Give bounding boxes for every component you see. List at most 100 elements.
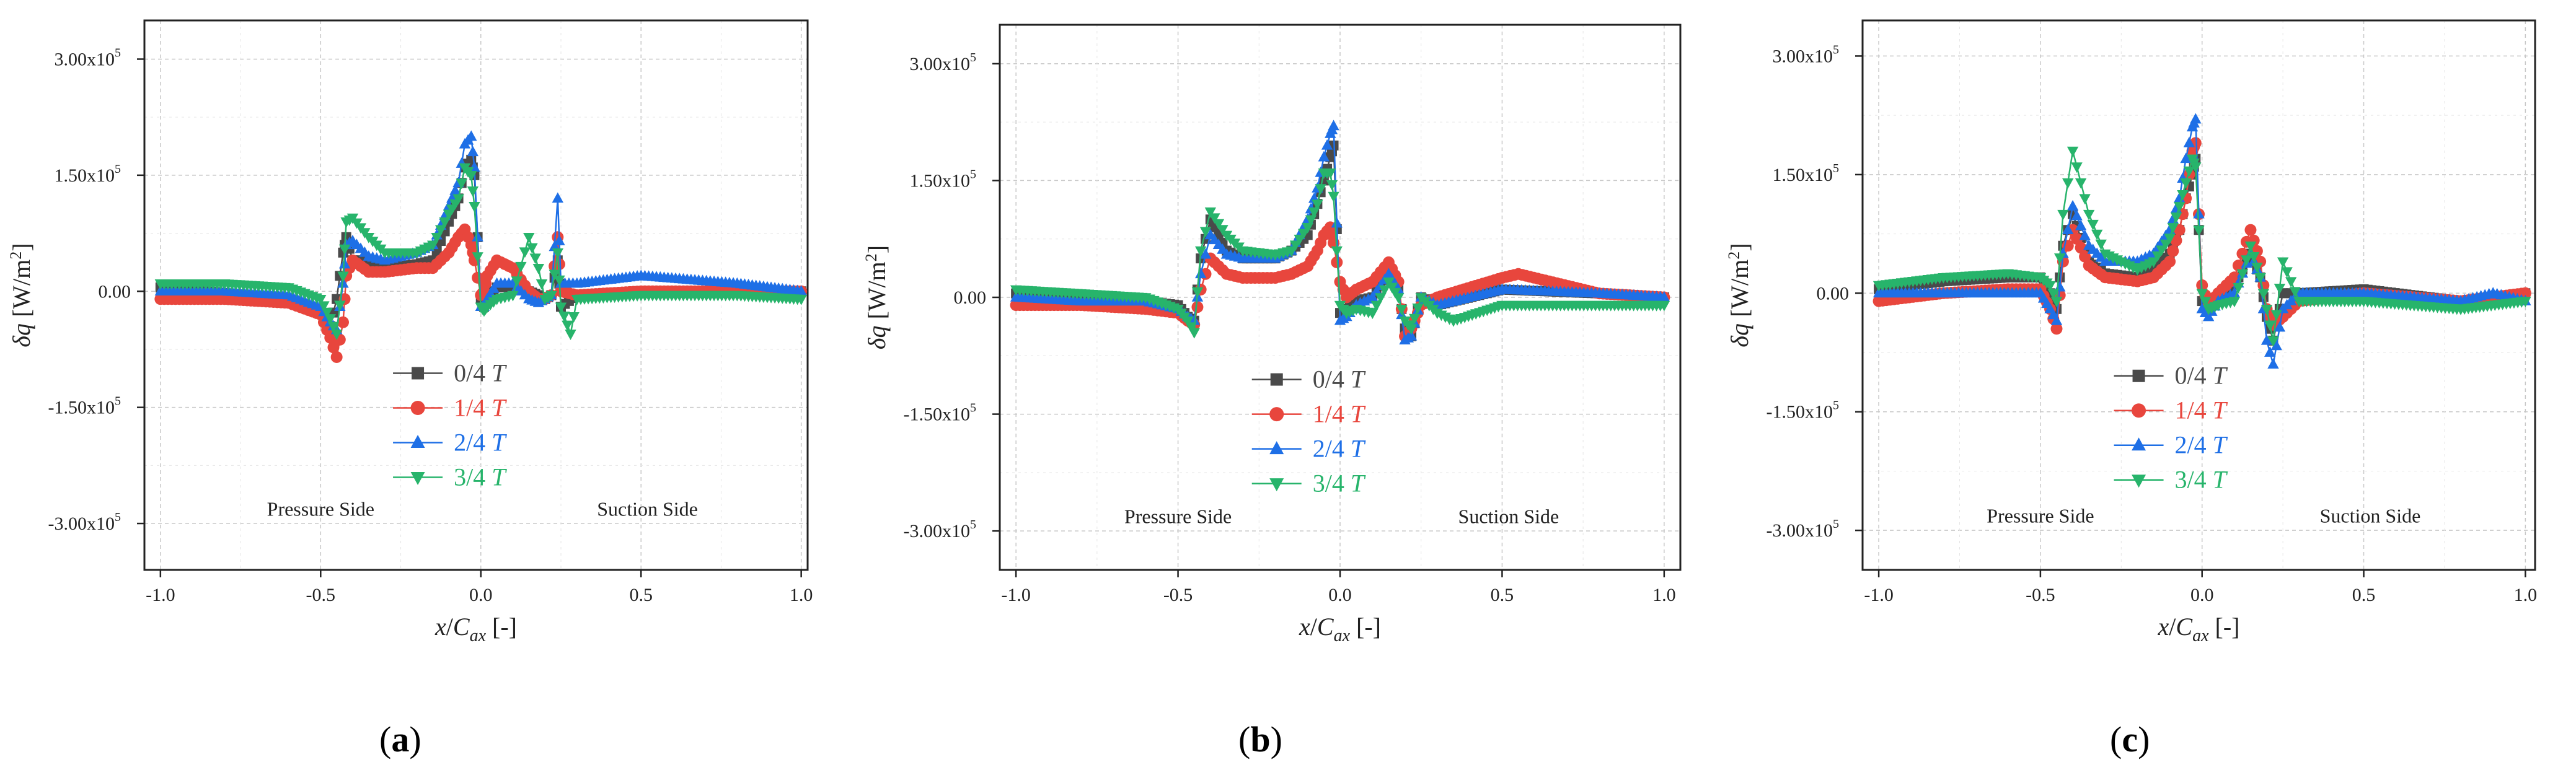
legend-marker [2132, 403, 2146, 418]
x-tick-label: 1.0 [790, 585, 813, 605]
legend-label: 2/4 T [1313, 435, 1366, 463]
data-point [1191, 301, 1204, 313]
data-point [1375, 293, 1387, 304]
plot-frame [1861, 19, 2536, 571]
data-point [330, 330, 343, 340]
data-point [2050, 323, 2063, 335]
data-point [2202, 310, 2215, 322]
data-point [337, 271, 349, 282]
data-point [2083, 209, 2095, 221]
data-point [2267, 358, 2279, 369]
data-point [2199, 297, 2212, 308]
x-axis-label: x/Cax [-] [2158, 613, 2240, 645]
data-point [2244, 241, 2257, 252]
data-point [449, 184, 461, 195]
data-point [2228, 297, 2241, 308]
data-point [1302, 223, 1313, 234]
data-point [1331, 246, 1343, 257]
data-point [330, 351, 343, 363]
data-point [327, 322, 340, 333]
data-point [1367, 291, 1378, 302]
legend-label: 1/4 T [454, 393, 507, 421]
data-point [523, 233, 535, 243]
data-point [2075, 178, 2087, 189]
data-point [1378, 285, 1391, 296]
legend-label: 0/4 T [1313, 365, 1366, 393]
data-point [1297, 229, 1310, 240]
y-tick-label: 3.00x105 [1773, 43, 1840, 66]
data-point [469, 202, 480, 212]
data-point [1191, 287, 1204, 298]
y-tick-label: 0.00 [954, 287, 987, 308]
legend-label: 2/4 T [454, 428, 507, 456]
data-point [2087, 219, 2099, 230]
data-point [2254, 273, 2266, 284]
y-tick-label: 3.00x105 [55, 46, 121, 69]
y-tick-label: -1.50x105 [1767, 399, 1840, 422]
y-tick-label: 1.50x105 [910, 167, 977, 191]
legend-marker [410, 434, 425, 448]
axis-ticks: -1.0 -0.5 0.0 0.5 1.0 3.00x105 1.50x105 0.00 -1.… [904, 51, 1676, 605]
data-point [1312, 199, 1323, 211]
data-point [315, 294, 327, 305]
data-point [558, 312, 570, 322]
y-tick-label: -1.50x105 [904, 401, 977, 425]
data-point [2053, 253, 2066, 264]
data-point [1204, 207, 1217, 218]
data-point [324, 314, 337, 325]
data-point [1194, 246, 1207, 257]
data-point [2274, 284, 2286, 294]
data-point [2236, 269, 2249, 280]
legend-marker [1270, 373, 1283, 386]
x-tick-label: -1.0 [1864, 585, 1894, 605]
legend-label: 0/4 T [2175, 362, 2228, 390]
data-point [529, 253, 541, 265]
data-point [1331, 217, 1343, 228]
legend-label: 3/4 T [454, 463, 507, 491]
data-point [1328, 120, 1339, 131]
data-point [2057, 209, 2069, 221]
pressure-side-label: Pressure Side [1124, 505, 1232, 528]
data-point [795, 294, 807, 305]
data-point [1188, 314, 1200, 325]
data-point [555, 302, 567, 313]
x-tick-label: 1.0 [1652, 585, 1676, 605]
data-point [1185, 322, 1197, 333]
data-point [536, 279, 548, 290]
legend-label: 3/4 T [2175, 466, 2228, 494]
data-point [2233, 282, 2244, 294]
data-point [2261, 305, 2273, 315]
data-point [795, 285, 807, 296]
axis-ticks: -1.0 -0.5 0.0 0.5 1.0 3.00x105 1.50x105 0.00 -1.… [48, 46, 813, 605]
data-point [2190, 162, 2202, 173]
x-tick-label: -0.5 [2026, 585, 2055, 605]
series-3-4-T [1010, 168, 1670, 339]
data-point [2151, 251, 2164, 262]
data-point [2044, 281, 2056, 292]
legend-label: 0/4 T [454, 359, 507, 387]
x-tick-label: 0.0 [469, 585, 493, 605]
data-point [2270, 310, 2282, 321]
y-axis-label: δq [W/m2] [862, 245, 891, 349]
data-point [327, 341, 340, 354]
legend-marker [412, 367, 425, 380]
data-point [2180, 152, 2192, 164]
y-tick-label: -3.00x105 [48, 510, 121, 534]
data-point [2164, 234, 2176, 244]
chart-panel-c: -1.0 -0.5 0.0 0.5 1.0 3.00x105 1.50x105 0.00 -1.… [1725, 19, 2537, 645]
chart-panel-a: -1.0 -0.5 0.0 0.5 1.0 3.00x105 1.50x105 0.00 -1.… [7, 19, 813, 645]
data-point [467, 186, 479, 197]
y-tick-label: 0.00 [99, 281, 131, 302]
data-point [439, 217, 451, 228]
legend-label: 1/4 T [1313, 400, 1366, 428]
data-point [1315, 184, 1326, 195]
data-point [1658, 300, 1670, 312]
data-point [2075, 219, 2087, 230]
data-point [2071, 209, 2083, 221]
data-point [2193, 208, 2205, 219]
legend: 0/4 T 1/4 T 2/4 T 3/4 T [1251, 365, 1366, 497]
data-point [1328, 191, 1339, 203]
data-point [1209, 213, 1220, 224]
data-point [507, 291, 519, 302]
legend-marker [2132, 437, 2146, 451]
